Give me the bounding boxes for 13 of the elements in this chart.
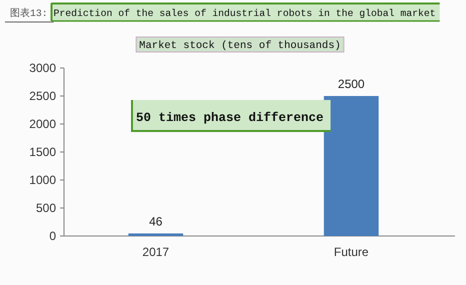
y-tick-label: 0 [49, 229, 56, 243]
y-tick-label: 2500 [29, 89, 56, 103]
y-tick-label: 500 [36, 201, 56, 215]
y-tick-label: 1500 [29, 145, 56, 159]
x-tick-label: Future [334, 245, 369, 259]
data-label: 2500 [338, 77, 365, 91]
chart-subtitle: Market stock (tens of thousands) [139, 40, 341, 52]
y-tick-label: 3000 [29, 61, 56, 75]
x-tick-label: 2017 [142, 245, 170, 259]
data-label: 46 [149, 214, 163, 228]
y-tick-label: 1000 [29, 173, 56, 187]
chart-title: 图表13: Prediction of the sales of industrial robots in the global market [10, 7, 436, 19]
y-tick-label: 2000 [29, 117, 56, 131]
